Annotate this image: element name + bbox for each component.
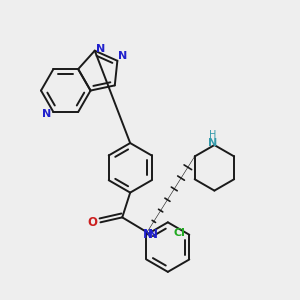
Text: Cl: Cl (173, 228, 185, 238)
Text: N: N (143, 228, 153, 241)
Text: N: N (96, 44, 105, 54)
Text: N: N (208, 138, 217, 148)
Text: N: N (148, 228, 158, 241)
Text: H: H (209, 130, 216, 140)
Text: N: N (118, 51, 127, 61)
Text: N: N (42, 109, 51, 119)
Text: O: O (88, 216, 98, 229)
